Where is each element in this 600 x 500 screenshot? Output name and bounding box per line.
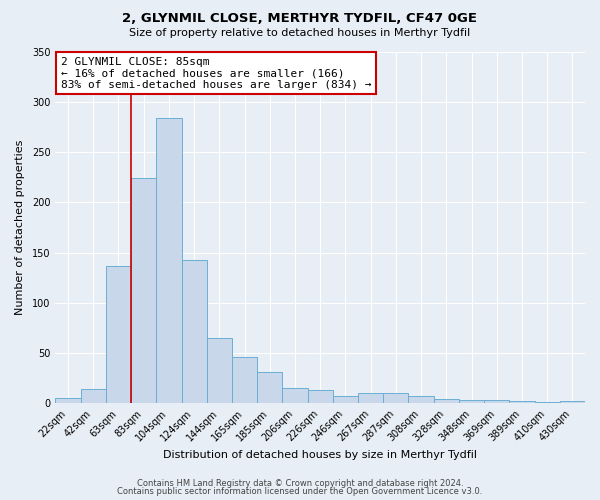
Bar bbox=[383, 393, 409, 404]
Bar bbox=[182, 260, 207, 404]
X-axis label: Distribution of detached houses by size in Merthyr Tydfil: Distribution of detached houses by size … bbox=[163, 450, 477, 460]
Bar bbox=[509, 402, 535, 404]
Y-axis label: Number of detached properties: Number of detached properties bbox=[15, 140, 25, 315]
Bar bbox=[484, 400, 509, 404]
Bar bbox=[232, 357, 257, 404]
Bar bbox=[358, 393, 383, 404]
Bar bbox=[560, 402, 585, 404]
Bar bbox=[257, 372, 283, 404]
Bar bbox=[131, 178, 157, 404]
Text: Contains public sector information licensed under the Open Government Licence v3: Contains public sector information licen… bbox=[118, 487, 482, 496]
Bar bbox=[409, 396, 434, 404]
Text: 2 GLYNMIL CLOSE: 85sqm
← 16% of detached houses are smaller (166)
83% of semi-de: 2 GLYNMIL CLOSE: 85sqm ← 16% of detached… bbox=[61, 57, 371, 90]
Bar bbox=[459, 400, 484, 404]
Bar bbox=[308, 390, 333, 404]
Bar bbox=[283, 388, 308, 404]
Text: 2, GLYNMIL CLOSE, MERTHYR TYDFIL, CF47 0GE: 2, GLYNMIL CLOSE, MERTHYR TYDFIL, CF47 0… bbox=[122, 12, 478, 26]
Bar bbox=[80, 389, 106, 404]
Bar bbox=[434, 400, 459, 404]
Bar bbox=[207, 338, 232, 404]
Bar bbox=[106, 266, 131, 404]
Bar bbox=[333, 396, 358, 404]
Text: Contains HM Land Registry data © Crown copyright and database right 2024.: Contains HM Land Registry data © Crown c… bbox=[137, 478, 463, 488]
Bar bbox=[157, 118, 182, 404]
Text: Size of property relative to detached houses in Merthyr Tydfil: Size of property relative to detached ho… bbox=[130, 28, 470, 38]
Bar bbox=[55, 398, 80, 404]
Bar bbox=[535, 402, 560, 404]
